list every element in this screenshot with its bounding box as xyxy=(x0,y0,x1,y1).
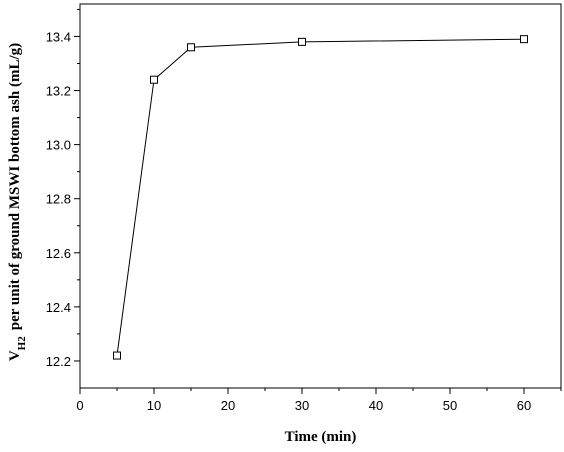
y-tick-label: 13.0 xyxy=(46,138,71,153)
x-tick-label: 30 xyxy=(295,398,309,413)
x-tick-label: 60 xyxy=(517,398,531,413)
data-point-marker xyxy=(187,43,195,52)
x-axis-title: Time (min) xyxy=(285,429,357,445)
y-tick-label: 13.2 xyxy=(46,84,71,99)
series-layer xyxy=(113,35,528,360)
series-line xyxy=(116,38,525,356)
x-tick-label: 10 xyxy=(147,398,161,413)
y-axis-title-subscript: H2 xyxy=(16,336,28,351)
y-tick-label: 12.4 xyxy=(46,300,71,315)
x-tick-label: 40 xyxy=(369,398,383,413)
data-point-marker xyxy=(113,351,121,360)
y-axis-title: VH2 per unit of ground MSWI bottom ash (m… xyxy=(7,43,28,361)
data-point-marker xyxy=(520,35,528,44)
y-tick-label: 13.4 xyxy=(46,29,71,44)
data-point-marker xyxy=(150,75,158,84)
y-tick-label: 12.2 xyxy=(46,354,71,369)
y-tick-label: 12.6 xyxy=(46,246,71,261)
y-axis-title-rest: per unit of ground MSWI bottom ash (mL/g… xyxy=(7,43,23,330)
y-axis-title-prefix: V xyxy=(7,350,23,361)
x-tick-label: 0 xyxy=(76,398,83,413)
x-tick-label: 50 xyxy=(443,398,457,413)
data-point-marker xyxy=(298,37,306,46)
x-axis: 0 10 20 30 40 50 60 xyxy=(76,388,562,413)
y-tick-label: 12.8 xyxy=(46,192,71,207)
x-tick-label: 20 xyxy=(221,398,235,413)
plot-area-frame xyxy=(79,3,562,389)
y-axis: 12.2 12.4 12.6 12.8 13.0 13.2 13.4 xyxy=(46,8,80,369)
